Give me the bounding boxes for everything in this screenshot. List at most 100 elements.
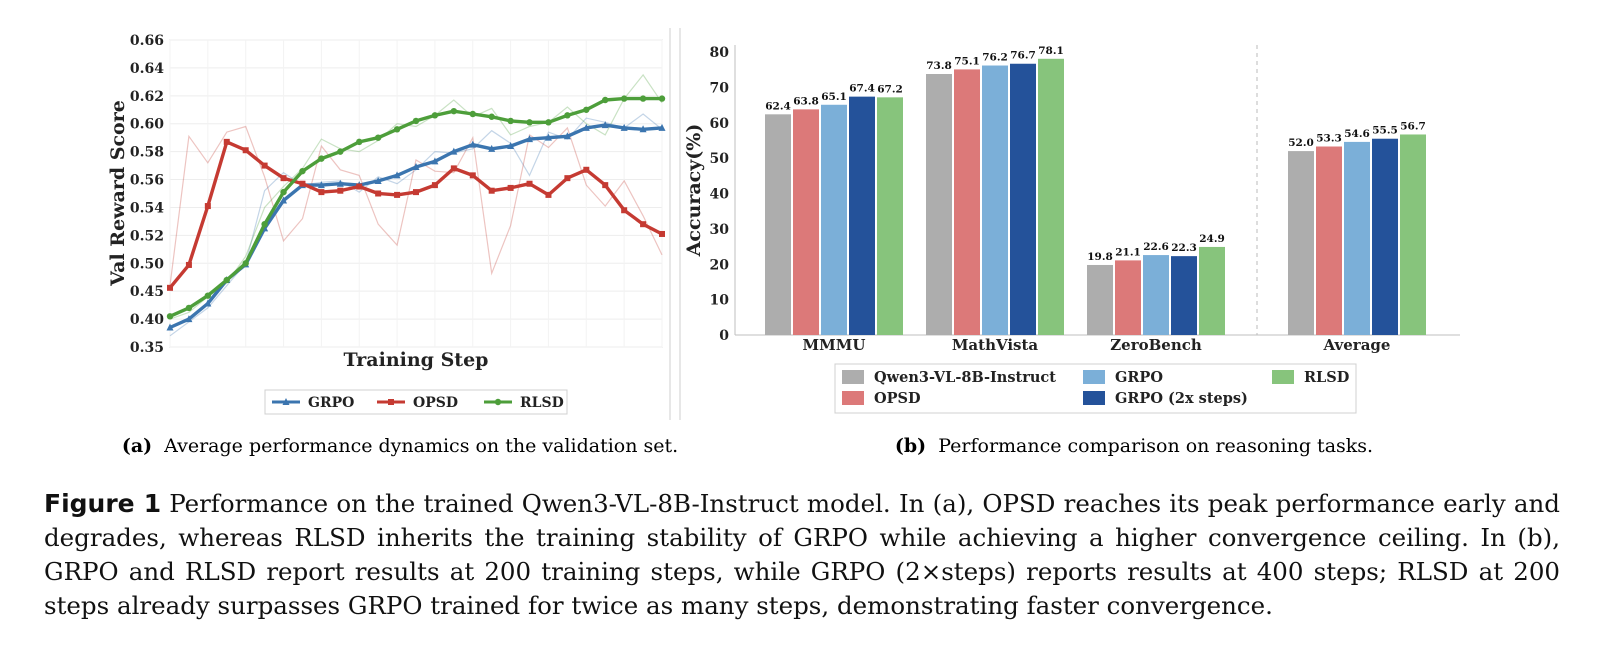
data-point-grpo xyxy=(412,162,420,170)
data-point-rlsd xyxy=(488,113,495,120)
y-tick-label: 0.35 xyxy=(130,340,164,356)
legend-label-opsd: OPSD xyxy=(413,395,458,411)
data-point-grpo xyxy=(185,315,193,323)
bar xyxy=(1288,151,1314,335)
data-point-rlsd xyxy=(469,110,476,118)
data-point-opsd xyxy=(488,187,495,194)
data-point-rlsd xyxy=(620,95,628,102)
data-point-rlsd xyxy=(374,134,382,141)
bar-value-label: 73.8 xyxy=(926,60,952,72)
data-point-grpo xyxy=(204,299,212,307)
data-point-grpo xyxy=(544,133,552,141)
data-point-grpo xyxy=(374,176,382,184)
data-point-rlsd xyxy=(639,95,647,102)
x-tick-label: MathVista xyxy=(952,336,1039,354)
data-point-grpo xyxy=(469,140,477,148)
bar-value-label: 67.4 xyxy=(849,83,875,95)
data-point-grpo xyxy=(431,157,439,165)
data-point-grpo xyxy=(582,123,590,131)
x-tick-label: Average xyxy=(1323,336,1391,354)
legend-swatch xyxy=(1083,391,1105,405)
data-point-rlsd xyxy=(318,155,325,162)
legend-marker-rlsd xyxy=(494,398,502,406)
bar-value-label: 52.0 xyxy=(1288,137,1314,149)
subcaption-b-label: (b) xyxy=(895,435,926,457)
y-axis-label: Accuracy(%) xyxy=(683,124,705,258)
data-point-opsd xyxy=(356,183,363,190)
data-point-opsd xyxy=(375,190,382,197)
bar-value-label: 24.9 xyxy=(1199,233,1225,245)
figure-caption-text: Performance on the trained Qwen3-VL-8B-I… xyxy=(44,489,1560,620)
y-tick-label: 0.45 xyxy=(130,284,164,300)
legend-marker-grpo xyxy=(282,398,290,405)
data-point-rlsd xyxy=(337,148,344,155)
data-point-grpo xyxy=(563,132,571,140)
y-tick-label: 20 xyxy=(710,257,730,273)
legend-label-grpo: GRPO xyxy=(308,395,354,411)
data-point-rlsd xyxy=(356,138,363,146)
data-point-grpo xyxy=(601,121,609,129)
legend-label: GRPO (2x steps) xyxy=(1115,390,1248,407)
data-point-rlsd xyxy=(299,167,306,175)
bar xyxy=(982,65,1008,335)
figure-caption: Figure 1 Performance on the trained Qwen3… xyxy=(44,487,1560,623)
legend-label: GRPO xyxy=(1115,369,1163,386)
bar xyxy=(1344,141,1370,335)
y-tick-label: 0 xyxy=(719,328,729,344)
bar xyxy=(1115,260,1141,335)
data-point-grpo xyxy=(393,171,401,179)
data-point-opsd xyxy=(469,172,476,179)
data-point-opsd xyxy=(394,191,401,198)
y-axis-label: Val Reward Score xyxy=(107,100,129,287)
data-point-rlsd xyxy=(223,276,230,284)
bar xyxy=(1199,246,1225,335)
data-point-rlsd xyxy=(185,304,193,312)
y-tick-label: 0.64 xyxy=(130,61,164,77)
y-tick-label: 80 xyxy=(710,45,730,61)
bar xyxy=(1038,58,1064,335)
y-tick-label: 0.54 xyxy=(130,200,164,216)
subcaption-a-label: (a) xyxy=(122,435,152,457)
bar-value-label: 21.1 xyxy=(1115,246,1141,258)
figure-canvas: 0.35 0.40 0.45 0.50 0.52 0.54 0.56 0.58 0.60 0.62… xyxy=(107,28,1460,457)
bar-value-label: 19.8 xyxy=(1087,251,1113,263)
y-tick-label: 10 xyxy=(710,293,730,309)
bar xyxy=(877,97,903,335)
bar xyxy=(1400,134,1426,335)
bar-value-label: 54.6 xyxy=(1344,128,1370,140)
legend-swatch xyxy=(1083,370,1105,384)
bar-value-label: 22.6 xyxy=(1143,241,1169,253)
data-point-opsd xyxy=(204,203,211,210)
data-point-rlsd xyxy=(280,188,287,196)
data-point-opsd xyxy=(640,221,647,228)
data-point-opsd xyxy=(545,191,552,198)
bar xyxy=(1372,138,1398,335)
bar xyxy=(954,69,980,335)
data-point-opsd xyxy=(450,165,457,172)
data-point-opsd xyxy=(431,182,438,189)
subcaption-b-text: Performance comparison on reasoning task… xyxy=(938,435,1373,457)
data-point-rlsd xyxy=(526,119,533,126)
y-tick-label: 70 xyxy=(710,80,730,96)
legend-marker-opsd xyxy=(388,399,394,405)
bar-value-label: 55.5 xyxy=(1372,125,1398,137)
data-point-grpo xyxy=(317,181,325,189)
bar xyxy=(849,96,875,335)
bar xyxy=(793,109,819,336)
data-point-rlsd xyxy=(507,117,514,125)
legend-label-rlsd: RLSD xyxy=(520,395,564,411)
data-point-rlsd xyxy=(431,112,439,119)
y-tick-label: 30 xyxy=(710,222,730,238)
series-raw-line-opsd xyxy=(169,125,663,286)
data-point-rlsd xyxy=(204,292,212,299)
y-tick-label: 0.40 xyxy=(130,312,164,328)
data-point-rlsd xyxy=(242,260,249,267)
figure-label: Figure 1 xyxy=(44,489,162,518)
data-point-grpo xyxy=(280,196,288,204)
y-tick-label: 0.52 xyxy=(130,228,164,244)
data-point-grpo xyxy=(166,323,174,331)
data-point-opsd xyxy=(564,175,571,182)
series-raw-line-rlsd xyxy=(169,73,663,320)
data-point-grpo xyxy=(620,123,628,131)
x-tick-label: ZeroBench xyxy=(1110,336,1202,354)
